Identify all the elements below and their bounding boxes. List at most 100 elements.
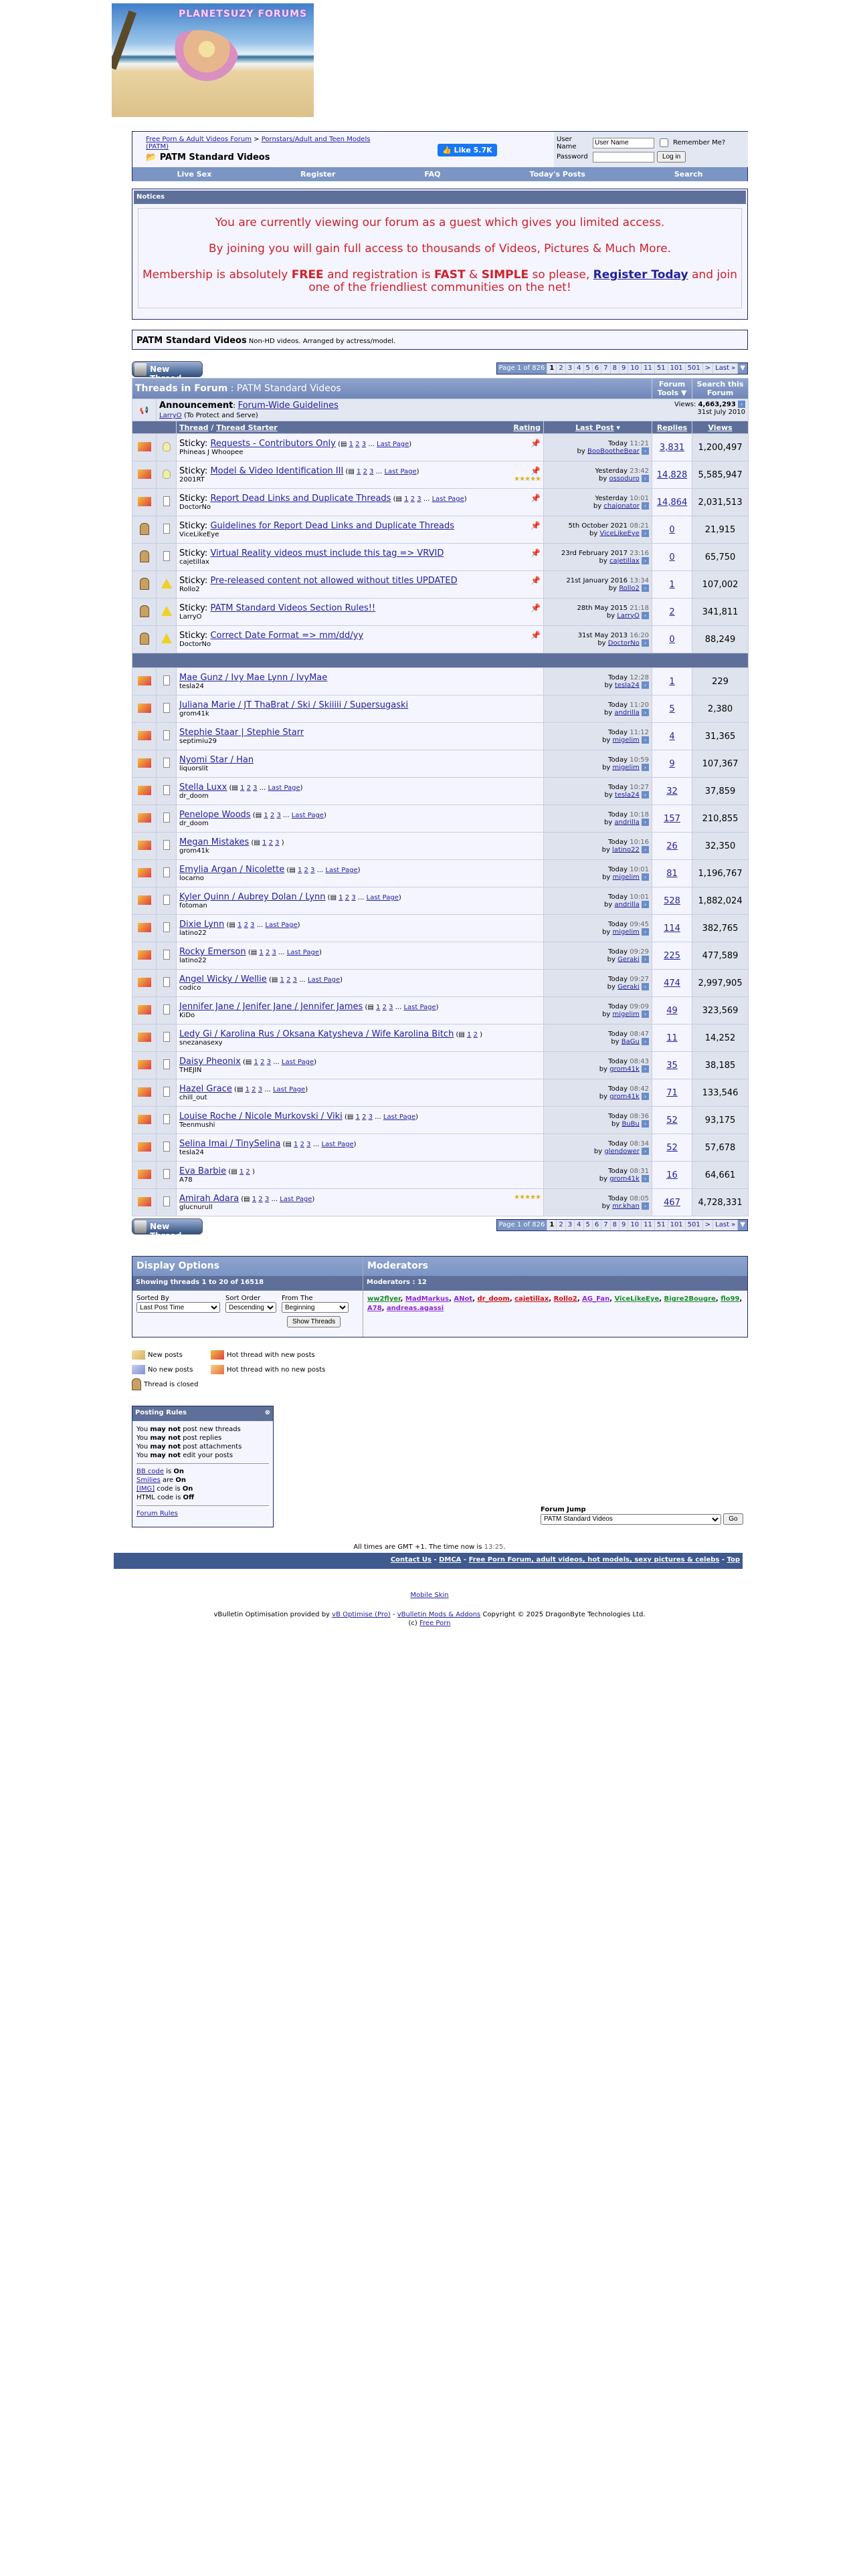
- page-link[interactable]: 2: [260, 1059, 265, 1066]
- thread-title-link[interactable]: Correct Date Format => mm/dd/yy: [210, 631, 364, 641]
- thread-title-link[interactable]: Stella Luxx: [179, 782, 227, 792]
- last-page-link[interactable]: Last Page: [403, 1004, 436, 1011]
- dmca-link[interactable]: DMCA: [439, 1556, 462, 1564]
- go-to-last-post-icon[interactable]: ›: [642, 529, 650, 537]
- thread-title-link[interactable]: Eva Barbie: [179, 1166, 227, 1176]
- go-to-last-post-icon[interactable]: ›: [642, 1202, 650, 1210]
- last-page-link[interactable]: Last Page: [291, 812, 324, 819]
- go-to-last-post-icon[interactable]: ›: [642, 818, 650, 826]
- nav-live-sex[interactable]: Live Sex: [177, 170, 212, 179]
- thread-title-link[interactable]: Ledy Gi / Karolina Rus / Oksana Katyshev…: [179, 1029, 454, 1039]
- announcement-author[interactable]: LarryO: [159, 412, 182, 419]
- page-link[interactable]: 3: [565, 1220, 574, 1230]
- last-poster-link[interactable]: ossoduro: [609, 475, 640, 483]
- page-link[interactable]: 1: [349, 441, 353, 448]
- remember-me-checkbox[interactable]: [660, 138, 668, 147]
- thread-title-link[interactable]: Hazel Grace: [179, 1084, 232, 1094]
- login-button[interactable]: Log in: [657, 151, 686, 163]
- last-poster-link[interactable]: migelim: [612, 764, 640, 772]
- page-link[interactable]: 1: [297, 867, 302, 874]
- thread-title-link[interactable]: Selina Imai / TinySelina: [179, 1139, 281, 1149]
- new-thread-button[interactable]: New Thread: [132, 361, 203, 383]
- go-to-last-post-icon[interactable]: ›: [642, 1092, 650, 1100]
- last-poster-link[interactable]: migelim: [612, 873, 640, 881]
- thread-title-link[interactable]: Pre-released content not allowed without…: [210, 576, 458, 586]
- go-to-last-post-icon[interactable]: ›: [642, 708, 650, 716]
- page-link[interactable]: 4: [574, 363, 583, 374]
- facebook-like-button[interactable]: 👍 Like 5.7K: [438, 144, 497, 156]
- moderator-link[interactable]: MadMarkus: [405, 1295, 450, 1303]
- page-link[interactable]: 51: [654, 363, 668, 374]
- nav-todays-posts[interactable]: Today's Posts: [529, 170, 585, 179]
- go-to-last-post-icon[interactable]: ›: [642, 681, 650, 689]
- breadcrumb-patm[interactable]: Pornstars/Adult and Teen Models (PATM): [146, 136, 371, 150]
- page-link[interactable]: >: [702, 363, 712, 374]
- last-poster-link[interactable]: BaGu: [621, 1038, 640, 1046]
- page-link[interactable]: >: [702, 1220, 712, 1230]
- replies-link[interactable]: 14,828: [656, 469, 688, 480]
- last-poster-link[interactable]: ViceLikeEye: [599, 530, 640, 538]
- page-link[interactable]: 1: [294, 1141, 298, 1148]
- page-link[interactable]: 7: [601, 1220, 609, 1230]
- thread-title-link[interactable]: Emylia Argan / Nicolette: [179, 865, 285, 875]
- last-poster-link[interactable]: andrilla: [614, 709, 640, 717]
- page-link[interactable]: 3: [276, 812, 281, 819]
- replies-link[interactable]: 14,864: [656, 497, 688, 508]
- moderator-link[interactable]: dr_doom: [477, 1295, 510, 1303]
- collapse-icon[interactable]: ⊗: [264, 1409, 270, 1416]
- page-link[interactable]: 101: [667, 1220, 685, 1230]
- sorted-by-select[interactable]: Last Post Time: [136, 1302, 220, 1313]
- page-link[interactable]: 3: [258, 1086, 263, 1093]
- replies-link[interactable]: 225: [664, 950, 680, 961]
- replies-link[interactable]: 0: [669, 552, 675, 562]
- go-to-last-post-icon[interactable]: ›: [642, 763, 650, 771]
- sort-replies[interactable]: Replies: [656, 423, 688, 432]
- thread-title-link[interactable]: Daisy Pheonix: [179, 1057, 241, 1067]
- page-link[interactable]: 1: [376, 1004, 381, 1011]
- page-link[interactable]: 11: [641, 363, 654, 374]
- forum-rules-link[interactable]: Forum Rules: [136, 1510, 178, 1517]
- last-poster-link[interactable]: Geraki: [617, 956, 640, 964]
- go-to-last-post-icon[interactable]: ›: [642, 1174, 650, 1182]
- page-link[interactable]: 1: [240, 784, 245, 792]
- sort-rating[interactable]: Rating: [513, 423, 541, 432]
- go-to-last-post-icon[interactable]: ›: [642, 928, 650, 936]
- page-link[interactable]: 2: [300, 1141, 304, 1148]
- last-poster-link[interactable]: DoctorNo: [607, 639, 640, 647]
- thread-title-link[interactable]: Amirah Adara: [179, 1194, 240, 1204]
- replies-link[interactable]: 528: [664, 895, 680, 906]
- moderator-link[interactable]: flo99: [721, 1295, 740, 1303]
- page-link[interactable]: 3: [417, 496, 421, 503]
- page-link[interactable]: 5: [583, 363, 592, 374]
- page-link[interactable]: 3: [565, 363, 574, 374]
- page-link[interactable]: 2: [363, 468, 367, 475]
- last-poster-link[interactable]: migelim: [612, 1010, 640, 1018]
- page-jump-dropdown-icon[interactable]: ▼: [737, 363, 747, 374]
- last-page-link[interactable]: Last Page: [321, 1141, 354, 1148]
- replies-link[interactable]: 11: [666, 1033, 678, 1043]
- last-poster-link[interactable]: migelim: [612, 736, 640, 744]
- go-to-last-post-icon[interactable]: ›: [642, 790, 650, 798]
- page-link[interactable]: 3: [264, 1196, 270, 1203]
- replies-link[interactable]: 32: [666, 786, 678, 796]
- last-page-link[interactable]: Last Page: [432, 496, 464, 503]
- bb-code-link[interactable]: BB code: [136, 1468, 165, 1475]
- page-link[interactable]: 1: [280, 976, 284, 984]
- home-link[interactable]: Free Porn Forum, adult videos, hot model…: [468, 1556, 720, 1564]
- last-page-link[interactable]: Last Page: [307, 976, 341, 984]
- moderator-link[interactable]: andreas.agassi: [386, 1305, 444, 1312]
- thread-title-link[interactable]: Guidelines for Report Dead Links and Dup…: [210, 521, 454, 531]
- replies-link[interactable]: 114: [664, 923, 680, 934]
- moderator-link[interactable]: ViceLikeEye: [614, 1295, 660, 1303]
- page-link[interactable]: 1: [252, 1196, 257, 1203]
- forum-jump-go-button[interactable]: Go: [723, 1513, 743, 1525]
- page-link[interactable]: Last »: [712, 1220, 737, 1230]
- replies-link[interactable]: 0: [669, 634, 675, 645]
- thread-title-link[interactable]: Stephie Staar | Stephie Starr: [179, 728, 304, 738]
- sort-order-select[interactable]: Descending: [225, 1302, 276, 1313]
- last-page-link[interactable]: Last Page: [268, 784, 300, 792]
- last-page-link[interactable]: Last Page: [384, 468, 417, 475]
- page-link[interactable]: 11: [641, 1220, 654, 1230]
- go-to-last-post-icon[interactable]: ›: [642, 502, 650, 510]
- contact-us-link[interactable]: Contact Us: [390, 1556, 432, 1564]
